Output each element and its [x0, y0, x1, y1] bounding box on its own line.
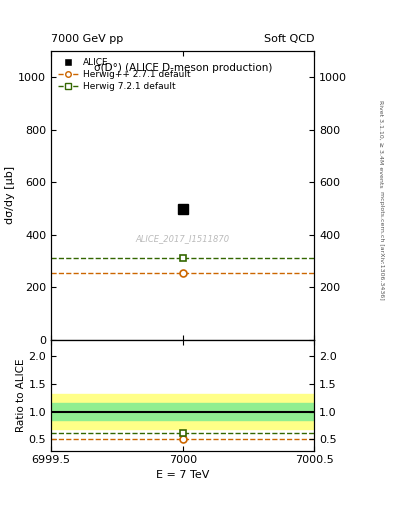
- Y-axis label: Ratio to ALICE: Ratio to ALICE: [16, 358, 26, 432]
- Y-axis label: dσ/dy [μb]: dσ/dy [μb]: [6, 166, 15, 224]
- Bar: [51, 403, 314, 420]
- Text: Rivet 3.1.10, ≥ 3.4M events: Rivet 3.1.10, ≥ 3.4M events: [379, 99, 384, 187]
- Text: ALICE_2017_I1511870: ALICE_2017_I1511870: [136, 234, 230, 243]
- Legend: ALICE, Herwig++ 2.7.1 default, Herwig 7.2.1 default: ALICE, Herwig++ 2.7.1 default, Herwig 7.…: [55, 56, 193, 94]
- Text: Soft QCD: Soft QCD: [264, 33, 314, 44]
- Text: mcplots.cern.ch [arXiv:1306.3436]: mcplots.cern.ch [arXiv:1306.3436]: [379, 191, 384, 300]
- Bar: [51, 394, 314, 430]
- Text: σ(D°) (ALICE D-meson production): σ(D°) (ALICE D-meson production): [94, 63, 272, 73]
- X-axis label: E = 7 TeV: E = 7 TeV: [156, 470, 209, 480]
- Text: 7000 GeV pp: 7000 GeV pp: [51, 33, 123, 44]
